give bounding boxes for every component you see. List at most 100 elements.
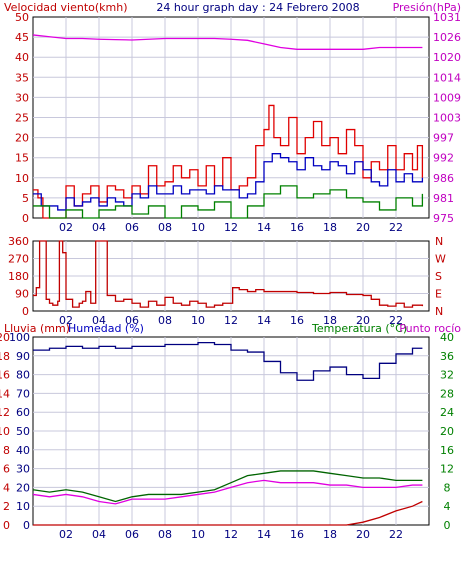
- x-tick-label-p2: 10: [191, 314, 205, 327]
- series-humidity: [33, 341, 423, 381]
- wind-y-tick-label: 40: [15, 51, 29, 64]
- x-tick-label-p1: 16: [290, 221, 304, 234]
- x-tick-label-p2: 16: [290, 314, 304, 327]
- pressure-y-tick-label: 1026: [433, 31, 461, 44]
- rain-y-tick-label: 20: [0, 331, 10, 344]
- wind-y-tick-label: 5: [22, 192, 29, 205]
- rain-y-tick-label: 8: [3, 444, 10, 457]
- x-tick-label-p1: 14: [257, 221, 271, 234]
- x-tick-label-p3: 18: [323, 528, 337, 541]
- x-tick-label-p3: 14: [257, 528, 271, 541]
- series-gust_min: [33, 185, 424, 219]
- rain-y-tick-label: 0: [3, 519, 10, 532]
- x-tick-label-p3: 10: [191, 528, 205, 541]
- x-tick-label-p2: 18: [323, 314, 337, 327]
- humidity-y-tick-label: 90: [16, 350, 30, 363]
- wind-y-tick-label: 15: [15, 152, 29, 165]
- temperature-y-tick-label: 32: [440, 369, 454, 382]
- series-temperature: [32, 470, 423, 503]
- wind-y-tick-label: 20: [15, 132, 29, 145]
- direction-y-tick-label: 90: [15, 288, 29, 301]
- direction-y-tick-label: 180: [8, 270, 29, 283]
- chart-title: 24 hour graph day : 24 Febrero 2008: [156, 1, 359, 14]
- x-tick-label-p3: 08: [158, 528, 172, 541]
- pressure-y-tick-label: 1003: [433, 112, 461, 125]
- temperature-y-tick-label: 16: [440, 444, 454, 457]
- wind-y-tick-label: 35: [15, 71, 29, 84]
- temperature-y-tick-label: 36: [440, 350, 454, 363]
- rain-y-tick-label: 18: [0, 350, 10, 363]
- humidity-y-tick-label: 70: [16, 387, 30, 400]
- humidity-y-tick-label: 40: [16, 444, 30, 457]
- pressure-axis-title: Presión(hPa): [393, 1, 461, 14]
- series-pressure: [32, 34, 423, 50]
- x-tick-label-p3: 12: [224, 528, 238, 541]
- wind-y-tick-label: 10: [15, 172, 29, 185]
- rain-y-tick-label: 2: [3, 500, 10, 513]
- temperature-y-tick-label: 12: [440, 463, 454, 476]
- pressure-y-tick-label: 975: [433, 212, 454, 225]
- x-tick-label-p3: 06: [125, 528, 139, 541]
- pressure-y-tick-label: 1031: [433, 11, 461, 24]
- temperature-y-tick-label: 0: [444, 519, 451, 532]
- x-tick-label-p2: 06: [125, 314, 139, 327]
- compass-tick-label: W: [435, 253, 446, 266]
- temperature-y-tick-label: 8: [444, 481, 451, 494]
- humidity-y-tick-label: 20: [16, 481, 30, 494]
- x-tick-label-p2: 08: [158, 314, 172, 327]
- temperature-y-tick-label: 4: [444, 500, 451, 513]
- rain-axis-title: Lluvia (mm): [4, 322, 70, 335]
- x-tick-label-p2: 02: [59, 314, 73, 327]
- pressure-y-tick-label: 1014: [433, 71, 461, 84]
- x-tick-label-p3: 20: [356, 528, 370, 541]
- humidity-y-tick-label: 80: [16, 369, 30, 382]
- x-tick-label-p3: 22: [389, 528, 403, 541]
- x-tick-label-p2: 20: [356, 314, 370, 327]
- temperature-axis-title: Temperatura (°C): [311, 322, 407, 335]
- compass-tick-label: N: [435, 305, 443, 318]
- wind-axis-title: Velocidad viento(kmh): [4, 1, 128, 14]
- humidity-y-tick-label: 0: [23, 519, 30, 532]
- wind-y-tick-label: 0: [22, 212, 29, 225]
- x-tick-label-p1: 18: [323, 221, 337, 234]
- x-tick-label-p2: 04: [92, 314, 106, 327]
- rain-y-tick-label: 4: [3, 481, 10, 494]
- pressure-y-tick-label: 1009: [433, 91, 461, 104]
- x-tick-label-p1: 20: [356, 221, 370, 234]
- pressure-y-tick-label: 997: [433, 132, 454, 145]
- wind-y-tick-label: 25: [15, 112, 29, 125]
- direction-y-tick-label: 270: [8, 253, 29, 266]
- humidity-y-tick-label: 50: [16, 425, 30, 438]
- x-tick-label-p3: 04: [92, 528, 106, 541]
- wind-y-tick-label: 50: [15, 11, 29, 24]
- humidity-y-tick-label: 10: [16, 500, 30, 513]
- dewpoint-axis-title: Punto rocío: [399, 322, 461, 335]
- compass-tick-label: E: [435, 288, 442, 301]
- x-tick-label-p1: 08: [158, 221, 172, 234]
- x-tick-label-p2: 22: [389, 314, 403, 327]
- x-tick-label-p1: 04: [92, 221, 106, 234]
- humidity-y-tick-label: 30: [16, 463, 30, 476]
- series-wind_max: [33, 104, 424, 219]
- x-tick-label-p1: 06: [125, 221, 139, 234]
- x-tick-label-p1: 10: [191, 221, 205, 234]
- series-rain: [33, 500, 423, 526]
- temperature-y-tick-label: 20: [440, 425, 454, 438]
- x-tick-label-p3: 02: [59, 528, 73, 541]
- rain-y-tick-label: 10: [0, 425, 10, 438]
- x-tick-label-p2: 14: [257, 314, 271, 327]
- humidity-y-tick-label: 100: [9, 331, 30, 344]
- x-tick-label-p3: 16: [290, 528, 304, 541]
- humidity-y-tick-label: 60: [16, 406, 30, 419]
- compass-tick-label: S: [435, 270, 442, 283]
- humidity-axis-title: Humedad (%): [68, 322, 144, 335]
- series-dewpoint: [32, 479, 423, 505]
- rain-y-tick-label: 6: [3, 463, 10, 476]
- pressure-y-tick-label: 992: [433, 152, 454, 165]
- temperature-y-tick-label: 40: [440, 331, 454, 344]
- direction-y-tick-label: 0: [22, 305, 29, 318]
- series-direction: [33, 240, 424, 308]
- rain-y-tick-label: 12: [0, 406, 10, 419]
- series-wind_avg: [33, 153, 424, 211]
- x-tick-label-p2: 12: [224, 314, 238, 327]
